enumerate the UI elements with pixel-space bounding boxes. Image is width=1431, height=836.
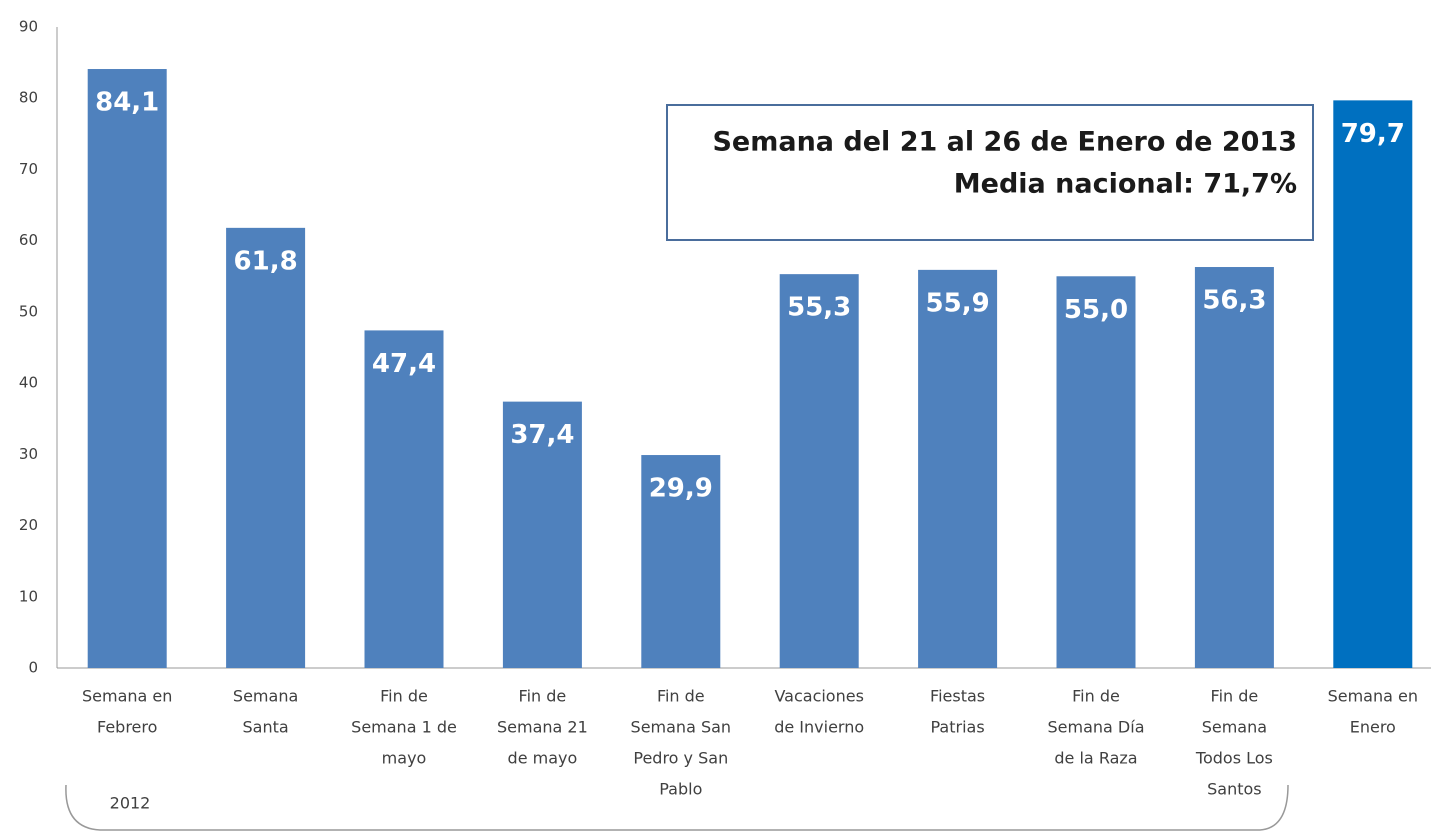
y-tick-label: 0: [28, 659, 38, 677]
x-tick-label: Pablo: [659, 780, 702, 799]
bar: [88, 69, 167, 668]
y-tick-label: 40: [19, 374, 38, 392]
x-tick-label: Semana: [233, 687, 298, 706]
x-tick-label: Semana 1 de: [351, 718, 457, 737]
x-tick-label: de la Raza: [1054, 749, 1137, 768]
value-label: 79,7: [1341, 119, 1405, 149]
x-tick-label: Santos: [1207, 780, 1262, 799]
value-label: 47,4: [372, 349, 436, 379]
x-tick-label: mayo: [382, 749, 427, 768]
x-tick-label: Santa: [243, 718, 289, 737]
value-label: 55,9: [926, 288, 990, 318]
x-tick-label: Semana San: [631, 718, 732, 737]
x-tick-label: Vacaciones: [774, 687, 863, 706]
x-tick-label: Patrias: [931, 718, 985, 737]
x-tick-label: Fin de: [1072, 687, 1120, 706]
y-tick-label: 70: [19, 160, 38, 178]
y-tick-label: 20: [19, 516, 38, 534]
chart: Semana del 21 al 26 de Enero de 2013 Med…: [0, 0, 1431, 836]
x-tick-label: Enero: [1350, 718, 1396, 737]
y-tick-label: 10: [19, 587, 38, 605]
x-tick-label: Semana 21: [497, 718, 588, 737]
y-tick-label: 30: [19, 445, 38, 463]
bar: [918, 270, 997, 668]
x-tick-label: Fin de: [657, 687, 705, 706]
bar: [365, 330, 444, 668]
y-tick-label: 60: [19, 231, 38, 249]
value-label: 56,3: [1202, 286, 1266, 316]
x-tick-label: Fin de: [1211, 687, 1259, 706]
annotation: Semana del 21 al 26 de Enero de 2013: [712, 127, 1297, 158]
bar: [1195, 267, 1274, 668]
y-tick-label: 50: [19, 302, 38, 320]
value-label: 29,9: [649, 474, 713, 504]
bar: [1057, 276, 1136, 668]
x-tick-label: Fiestas: [930, 687, 985, 706]
value-label: 37,4: [510, 420, 574, 450]
bar: [226, 228, 305, 668]
x-tick-label: Semana en: [82, 687, 172, 706]
value-label: 55,3: [787, 293, 851, 323]
x-tick-label: de Invierno: [774, 718, 864, 737]
y-tick-label: 80: [19, 89, 38, 107]
annotation: Media nacional: 71,7%: [954, 169, 1297, 200]
bar: [1333, 100, 1412, 668]
group-label: 2012: [110, 794, 151, 813]
x-tick-label: Semana Día: [1048, 718, 1145, 737]
x-tick-label: Pedro y San: [633, 749, 728, 768]
x-tick-label: Fin de: [380, 687, 428, 706]
value-label: 55,0: [1064, 295, 1128, 325]
x-tick-label: Semana: [1202, 718, 1267, 737]
x-tick-label: de mayo: [508, 749, 578, 768]
y-tick-label: 90: [19, 18, 38, 36]
x-tick-label: Semana en: [1328, 687, 1418, 706]
bar: [780, 274, 859, 668]
value-label: 61,8: [234, 246, 298, 276]
value-label: 84,1: [95, 88, 159, 118]
x-tick-label: Febrero: [97, 718, 157, 737]
x-tick-label: Todos Los: [1195, 749, 1273, 768]
page: Semana del 21 al 26 de Enero de 2013 Med…: [0, 0, 1431, 836]
x-tick-label: Fin de: [519, 687, 567, 706]
